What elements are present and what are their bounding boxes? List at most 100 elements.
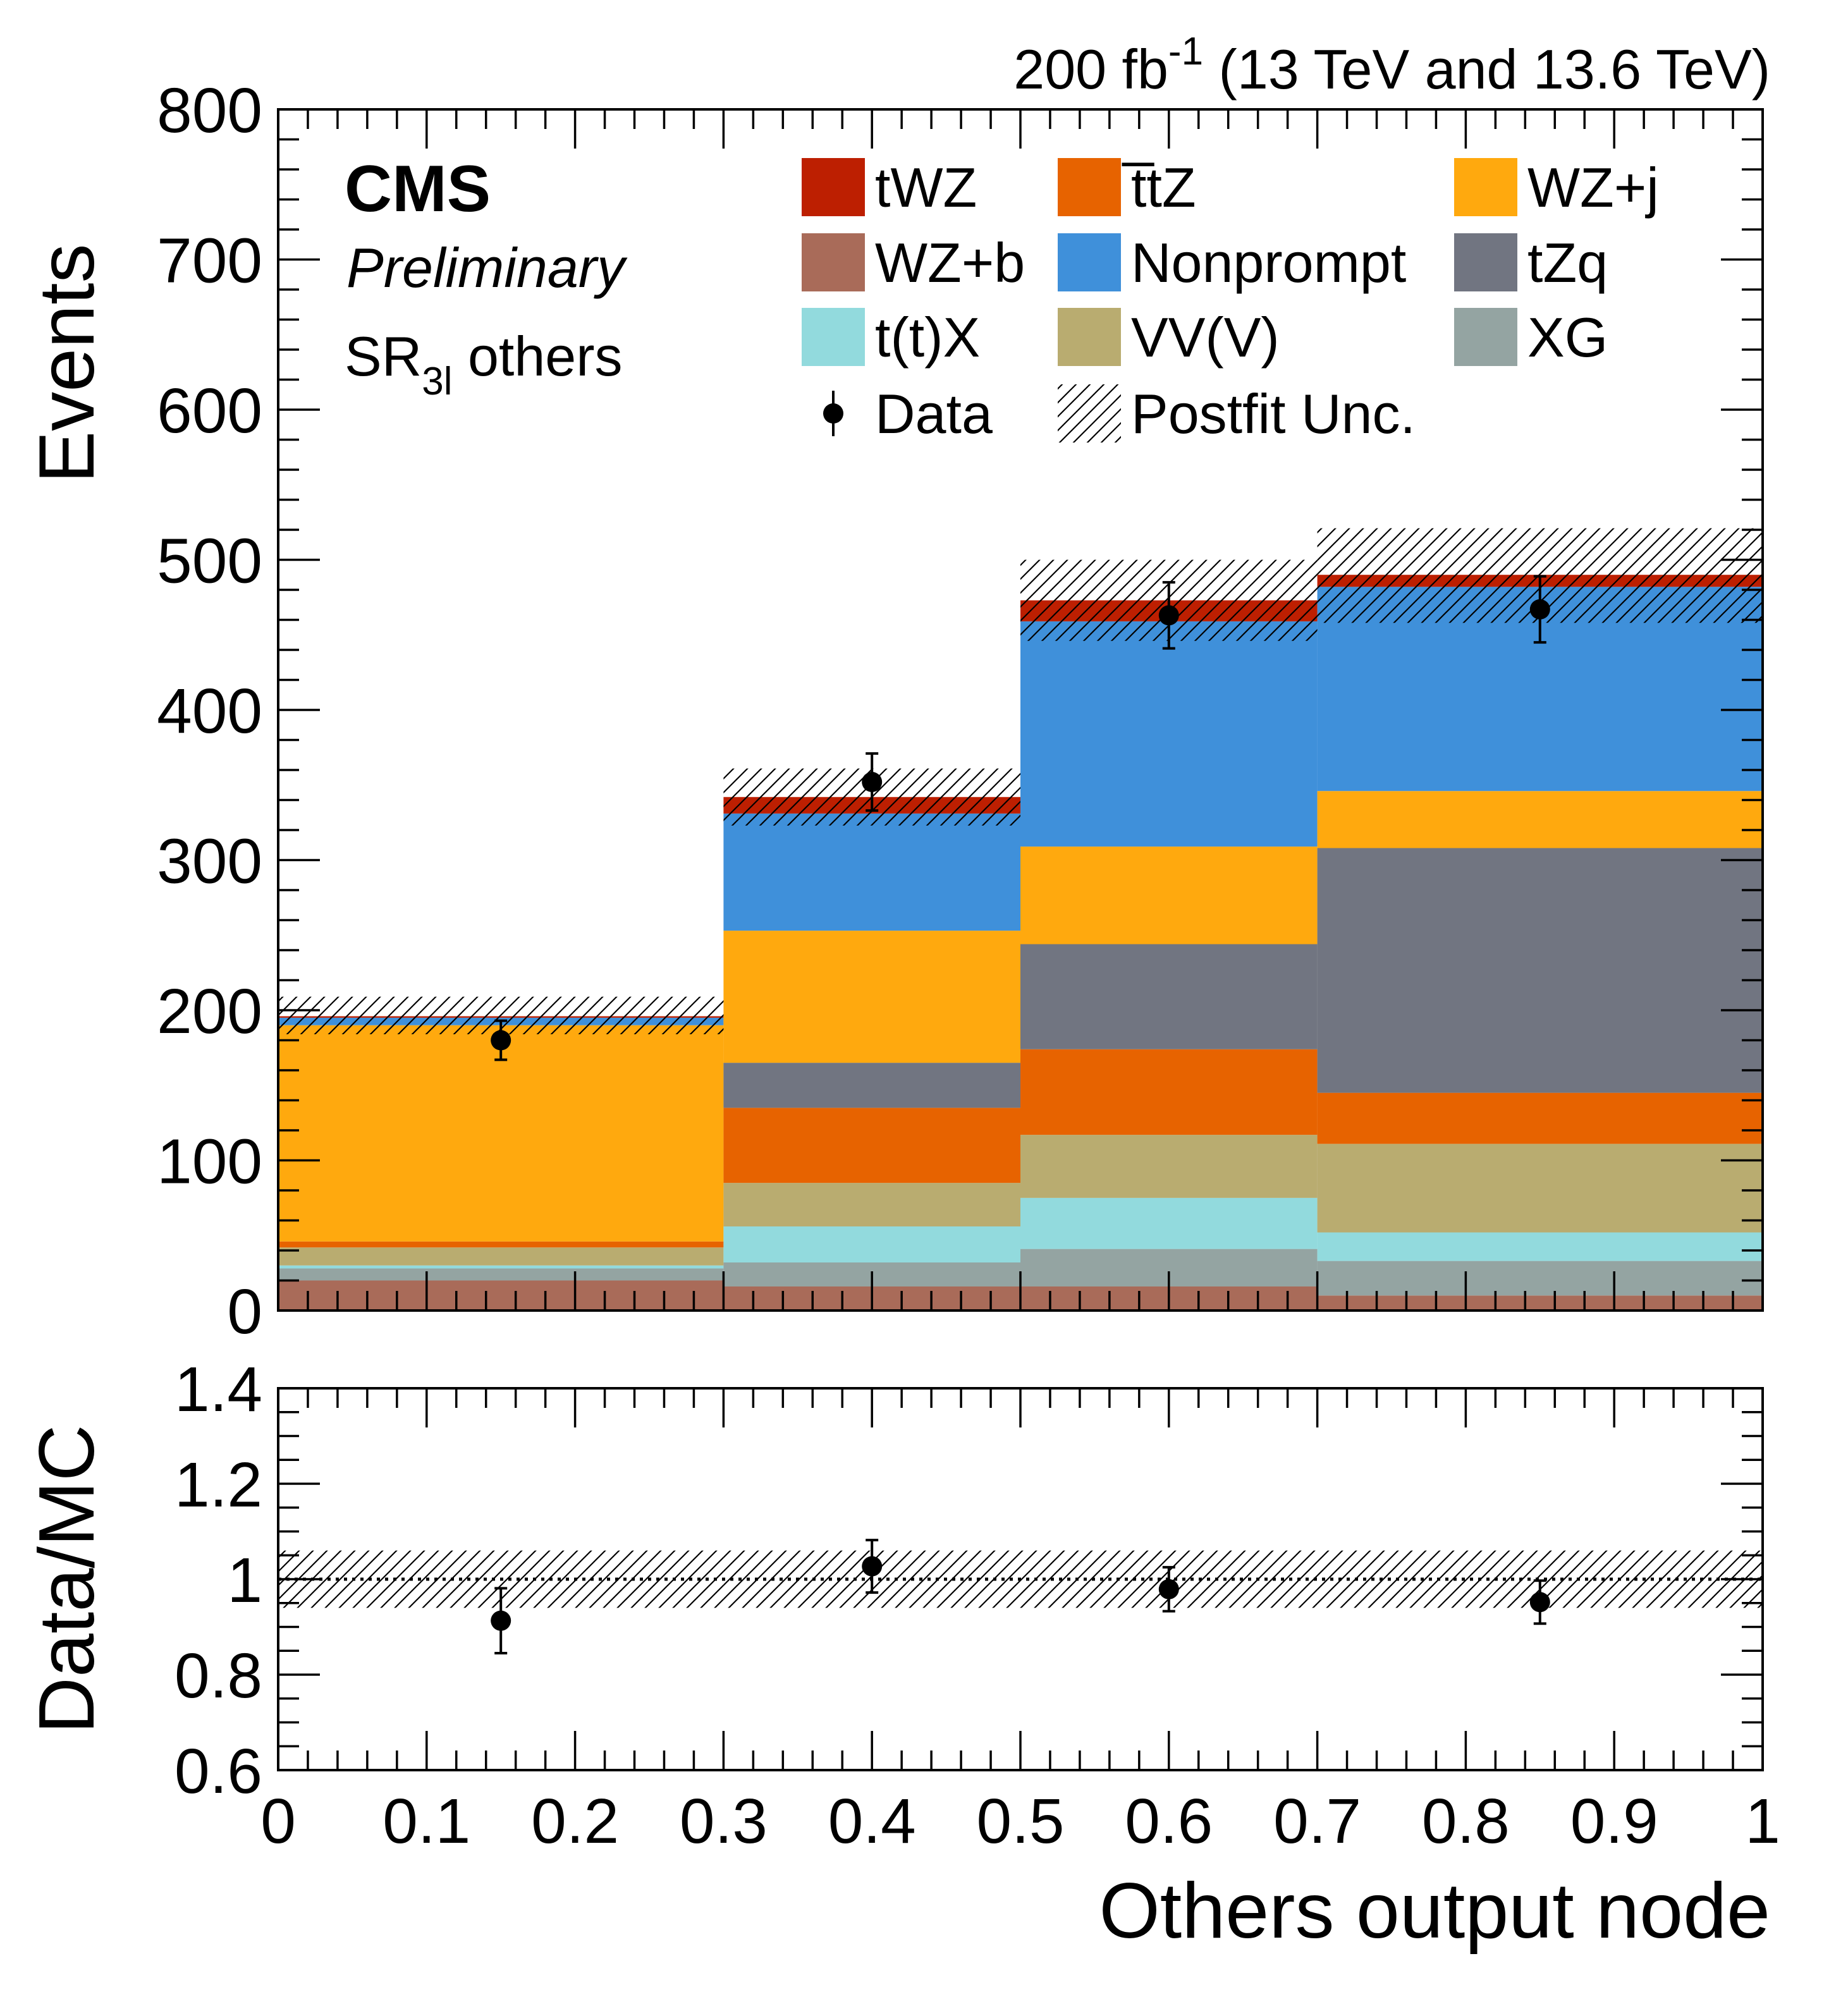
ratio-point: [1158, 1566, 1179, 1613]
legend-item: tZq: [1454, 231, 1608, 294]
ratio-point: [1529, 1579, 1550, 1625]
legend-swatch: [1058, 384, 1121, 443]
bar-wzj-bin2: [723, 931, 1020, 1063]
legend: tWZ t̅tZ WZ+j WZ+b Nonprompt tZq t(t)X VV(V) XG D…: [802, 156, 1659, 445]
x-tick-label: 1: [1745, 1786, 1780, 1857]
marker: [1529, 1592, 1550, 1613]
x-tick-label: 0.8: [1422, 1786, 1510, 1857]
legend-swatch: [1058, 308, 1121, 366]
legend-label: tWZ: [875, 156, 977, 219]
legend-item: WZ+b: [802, 231, 1025, 294]
bar-xg-bin4: [1317, 1261, 1763, 1296]
bottom-plot-frame: [277, 1387, 1764, 1771]
bar-tzq-bin4: [1317, 848, 1763, 1093]
y-tick-label-top: 100: [157, 1127, 262, 1197]
legend-label: Nonprompt: [1131, 231, 1406, 294]
data-point: [491, 1019, 511, 1061]
legend-item: VV(V): [1058, 306, 1280, 369]
y-tick-label-top: 800: [157, 75, 262, 146]
legend-item: tWZ: [802, 156, 977, 219]
legend-label: Postfit Unc.: [1131, 382, 1416, 445]
legend-swatch: [1058, 158, 1121, 216]
y-axis-title-bottom: Data/MC: [23, 1424, 111, 1733]
y-tick-label-bottom: 1: [227, 1545, 262, 1616]
legend-label: VV(V): [1131, 306, 1280, 369]
region-label: SR3l others: [345, 325, 623, 403]
x-tick-label: 0.2: [531, 1786, 619, 1857]
experiment-label: CMS: [345, 152, 491, 226]
marker: [491, 1030, 511, 1051]
legend-item: XG: [1454, 306, 1608, 369]
status-label: Preliminary: [346, 236, 628, 299]
bar-vvv-bin3: [1020, 1135, 1318, 1198]
y-tick-label-top: 300: [157, 826, 262, 897]
marker: [1158, 605, 1179, 626]
legend-swatch: [1454, 158, 1517, 216]
x-tick-label: 0: [260, 1786, 296, 1857]
y-tick-label-bottom: 1.2: [174, 1450, 262, 1520]
legend-swatch: [802, 158, 865, 216]
legend-swatch: [802, 308, 865, 366]
bar-ttz-bin3: [1020, 1049, 1318, 1135]
bar-vvv-bin1: [278, 1247, 724, 1266]
y-tick-label-top: 700: [157, 226, 262, 296]
legend-swatch: [1058, 233, 1121, 291]
y-axis-title-top: Events: [23, 243, 111, 483]
x-tick-label: 0.4: [828, 1786, 916, 1857]
legend-item-data: Data: [823, 382, 993, 445]
bar-tzq-bin3: [1020, 944, 1318, 1049]
bar-ttz-bin4: [1317, 1092, 1763, 1144]
marker: [862, 1556, 883, 1577]
legend-item-unc: Postfit Unc.: [1058, 382, 1416, 445]
data-point: [862, 752, 883, 812]
y-tick-label-bottom: 1.4: [174, 1354, 262, 1425]
data-points: [491, 575, 1550, 1655]
bar-wzb-bin1: [278, 1280, 724, 1311]
ratio-point: [491, 1587, 511, 1655]
y-tick-label-bottom: 0.8: [174, 1641, 262, 1711]
y-tick-label-top: 600: [157, 376, 262, 446]
bar-wzj-bin4: [1317, 791, 1763, 848]
bar-vvv-bin4: [1317, 1144, 1763, 1233]
legend-label: t(t)X: [875, 306, 980, 369]
legend-swatch: [1454, 233, 1517, 291]
ratio-point: [862, 1539, 883, 1594]
x-axis-title: Others output node: [1099, 1867, 1770, 1955]
legend-label: t̅tZ: [1122, 156, 1196, 219]
legend-item: WZ+j: [1454, 156, 1659, 219]
marker: [491, 1610, 511, 1631]
marker: [1529, 599, 1550, 620]
stack-bars: [278, 575, 1763, 1311]
marker: [862, 772, 883, 792]
legend-marker: [823, 403, 843, 424]
y-tick-label-top: 200: [157, 976, 262, 1047]
x-tick-label: 0.7: [1273, 1786, 1361, 1857]
bar-nonprompt-bin3: [1020, 621, 1318, 847]
bar-ttz-bin1: [278, 1241, 724, 1248]
bar-tzq-bin2: [723, 1063, 1020, 1108]
y-tick-label-top: 0: [227, 1276, 262, 1347]
bar-ttx-bin4: [1317, 1232, 1763, 1261]
bar-nonprompt-bin2: [723, 813, 1020, 931]
top-plot-frame: [277, 108, 1764, 1312]
legend-label: WZ+j: [1527, 156, 1659, 219]
x-tick-label: 0.5: [976, 1786, 1064, 1857]
bar-ttx-bin1: [278, 1265, 724, 1269]
legend-item: t(t)X: [802, 306, 980, 369]
legend-item: Nonprompt: [1058, 231, 1406, 294]
x-tick-label: 0.6: [1125, 1786, 1213, 1857]
x-tick-label: 0.9: [1570, 1786, 1658, 1857]
tick-labels: 0 0.1 0.2 0.3 0.4 0.5 0.6 0.7 0.8 0.9 1 0 100 200 300 4…: [157, 75, 1780, 1857]
x-tick-label: 0.1: [382, 1786, 470, 1857]
bar-xg-bin1: [278, 1268, 724, 1281]
bar-ttz-bin2: [723, 1108, 1020, 1183]
data-point: [1529, 575, 1550, 644]
bar-wzb-bin4: [1317, 1295, 1763, 1311]
bar-ttx-bin2: [723, 1226, 1020, 1262]
y-tick-label-bottom: 0.6: [174, 1736, 262, 1807]
legend-swatch: [802, 233, 865, 291]
legend-item: t̅tZ: [1058, 156, 1196, 219]
legend-label: Data: [875, 382, 993, 445]
y-tick-label-top: 500: [157, 526, 262, 597]
